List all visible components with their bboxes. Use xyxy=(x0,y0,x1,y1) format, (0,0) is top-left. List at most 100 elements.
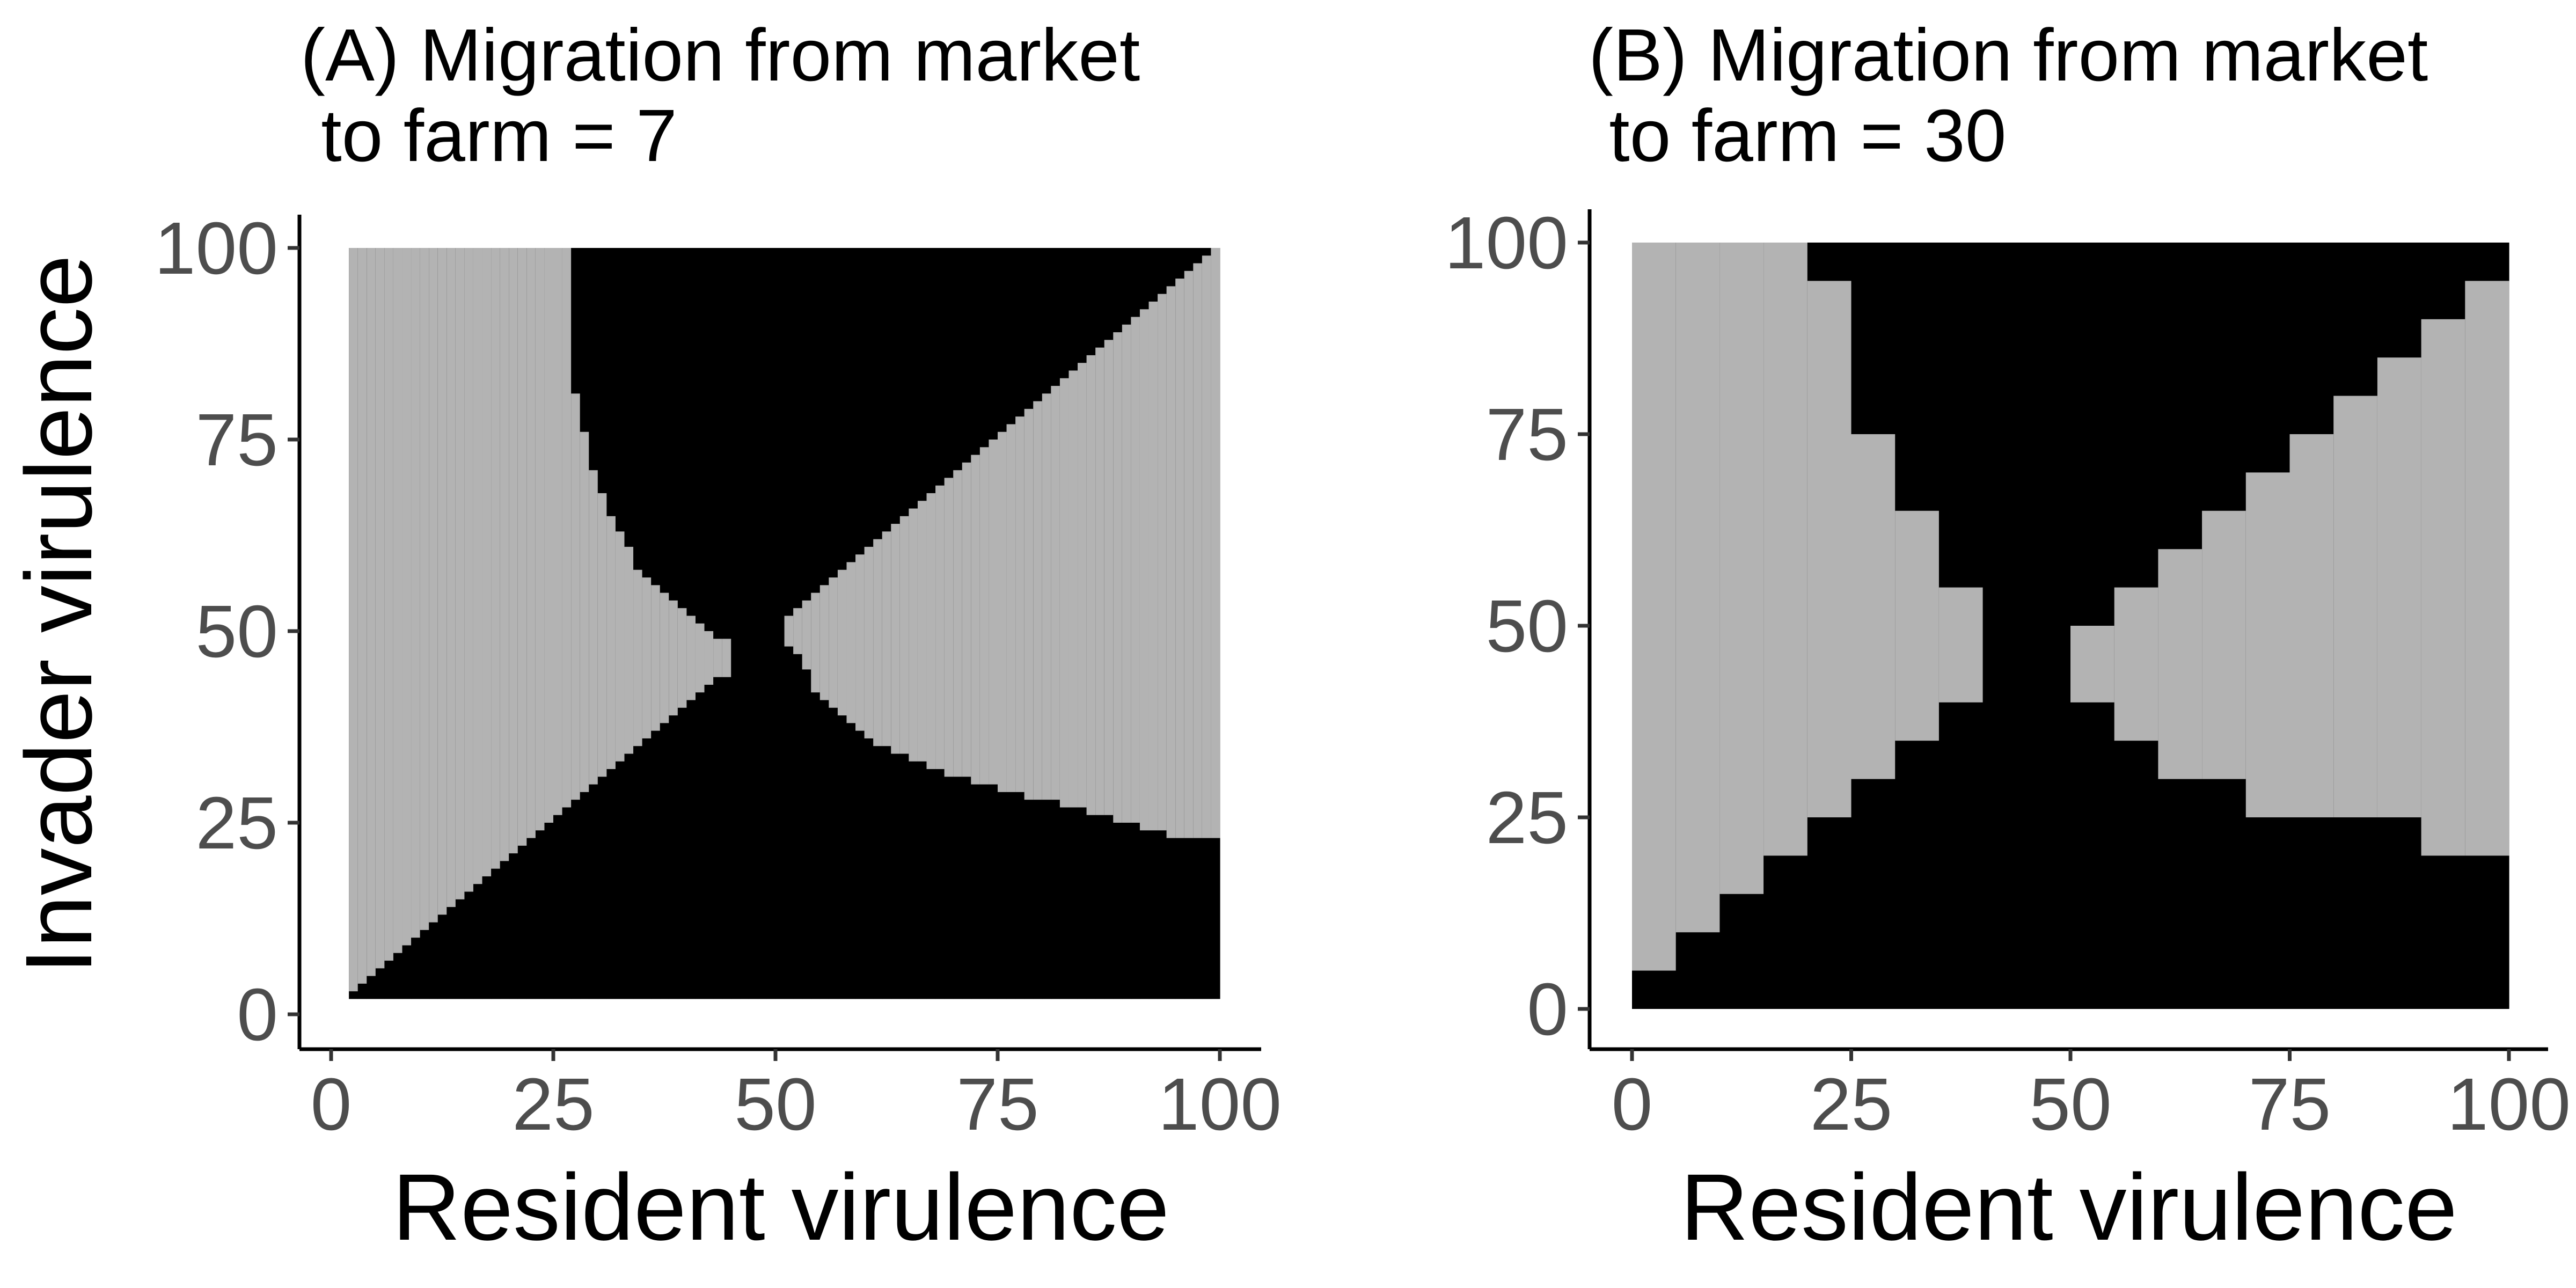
x-tick-label: 0 xyxy=(311,1063,352,1146)
heatmap-cell-grey xyxy=(2465,281,2509,856)
heatmap-cell-grey xyxy=(998,431,1007,792)
y-tick-label: 50 xyxy=(1486,585,1569,668)
x-tick-label: 25 xyxy=(1810,1063,1893,1146)
heatmap-cell-grey xyxy=(447,248,456,908)
heatmap-cell-grey xyxy=(597,493,607,777)
heatmap-cell-grey xyxy=(2070,626,2115,702)
heatmap-cell-grey xyxy=(669,600,678,716)
heatmap-cell-grey xyxy=(1113,332,1123,823)
heatmap-cell-grey xyxy=(882,531,891,747)
heatmap-cell-grey xyxy=(509,248,518,854)
heatmap-cell-grey xyxy=(589,470,598,785)
heatmap-cell-grey xyxy=(1851,434,1896,779)
panel-a-x-axis-title: Resident virulence xyxy=(392,1155,1169,1260)
panel-a-heatmap xyxy=(349,248,1220,999)
panel-a-title-line1: (A) Migration from market xyxy=(301,14,1140,97)
heatmap-cell-grey xyxy=(1193,263,1203,838)
heatmap-cell-grey xyxy=(624,546,634,754)
heatmap-cell-grey xyxy=(891,524,901,754)
heatmap-cell-grey xyxy=(375,248,385,969)
heatmap-cell-grey xyxy=(464,248,474,892)
y-tick-label: 0 xyxy=(1527,968,1568,1051)
heatmap-cell-grey xyxy=(642,577,652,738)
heatmap-cell-grey xyxy=(971,455,980,785)
x-tick-label: 75 xyxy=(956,1063,1039,1146)
panel-a: (A) Migration from market to farm = 7 0 2… xyxy=(6,14,1282,1260)
heatmap-cell-grey xyxy=(1632,243,1677,971)
heatmap-cell-grey xyxy=(411,248,421,938)
heatmap-cell-grey xyxy=(1086,355,1096,815)
heatmap-cell-grey xyxy=(979,447,990,785)
heatmap-cell-grey xyxy=(1158,294,1167,831)
heatmap-cell-grey xyxy=(1202,255,1212,838)
heatmap-cell-grey xyxy=(491,248,501,869)
heatmap-cell-grey xyxy=(1078,363,1087,808)
heatmap-cell-grey xyxy=(1675,243,1720,933)
heatmap-cell-grey xyxy=(909,508,918,762)
heatmap-cell-grey xyxy=(357,248,367,984)
heatmap-cell-grey xyxy=(1006,424,1016,792)
y-tick-label: 0 xyxy=(237,974,278,1056)
heatmap-cell-grey xyxy=(962,462,971,777)
heatmap-cell-grey xyxy=(784,616,794,647)
heatmap-cell-black xyxy=(1982,243,2071,1009)
heatmap-cell-grey xyxy=(1051,386,1060,800)
x-tick-label: 75 xyxy=(2249,1063,2331,1146)
x-tick-label: 100 xyxy=(1158,1063,1282,1146)
heatmap-cell-grey xyxy=(722,639,731,677)
heatmap-cell-grey xyxy=(1104,340,1114,815)
heatmap-cell-grey xyxy=(1895,510,1940,741)
heatmap-cell-grey xyxy=(606,516,616,770)
x-tick-label: 50 xyxy=(734,1063,817,1146)
heatmap-cell-grey xyxy=(1042,393,1051,800)
heatmap-cell-black xyxy=(766,248,776,999)
y-tick-label: 25 xyxy=(196,782,279,865)
heatmap-cell-grey xyxy=(1059,378,1070,808)
heatmap-cell-grey xyxy=(846,562,856,723)
heatmap-cell-black xyxy=(713,248,723,999)
heatmap-cell-grey xyxy=(1763,243,1808,856)
heatmap-cell-grey xyxy=(695,623,705,693)
heatmap-cell-grey xyxy=(367,248,376,976)
heatmap-cell-grey xyxy=(1148,301,1158,831)
heatmap-cell-grey xyxy=(1131,317,1140,823)
heatmap-cell-grey xyxy=(811,592,821,693)
heatmap-cell-grey xyxy=(1069,370,1078,808)
heatmap-cell-grey xyxy=(580,431,589,792)
y-tick-label: 100 xyxy=(1445,202,1568,284)
heatmap-cell-grey xyxy=(2289,434,2334,817)
heatmap-cell-grey xyxy=(420,248,429,930)
heatmap-cell-grey xyxy=(633,569,643,747)
heatmap-cell-grey xyxy=(793,608,803,654)
heatmap-cell-black xyxy=(749,248,758,999)
y-tick-label: 100 xyxy=(155,207,278,290)
panel-b: (B) Migration from market to farm = 30 0… xyxy=(1445,14,2571,1260)
heatmap-cell-grey xyxy=(686,616,696,700)
panel-b-x-axis-title: Resident virulence xyxy=(1680,1155,2457,1260)
heatmap-cell-grey xyxy=(2245,472,2290,817)
heatmap-cell-grey xyxy=(1175,279,1185,838)
y-tick-label: 75 xyxy=(196,399,279,481)
heatmap-cell-grey xyxy=(704,631,714,685)
heatmap-cell-grey xyxy=(989,440,998,785)
heatmap-cell-grey xyxy=(1211,248,1220,838)
panel-a-ticks: 0 25 50 75 100 0 25 50 75 100 xyxy=(155,207,1282,1146)
heatmap-cell-black xyxy=(722,248,731,999)
heatmap-cell-grey xyxy=(864,546,874,738)
heatmap-cell-grey xyxy=(1166,286,1176,838)
heatmap-cell-grey xyxy=(1015,416,1025,792)
heatmap-cell-grey xyxy=(2202,510,2246,779)
heatmap-cell-grey xyxy=(535,248,545,831)
heatmap-cell-grey xyxy=(455,248,465,899)
heatmap-cell-grey xyxy=(899,516,909,754)
heatmap-cell-grey xyxy=(402,248,412,946)
heatmap-cell-black xyxy=(731,248,741,999)
heatmap-cell-grey xyxy=(926,493,936,770)
heatmap-cell-grey xyxy=(1139,309,1150,831)
x-tick-label: 0 xyxy=(1612,1063,1653,1146)
heatmap-cell-grey xyxy=(437,248,447,915)
heatmap-cell-grey xyxy=(2114,587,2158,741)
heatmap-cell-grey xyxy=(855,554,865,731)
heatmap-cell-grey xyxy=(384,248,394,961)
heatmap-cell-grey xyxy=(526,248,536,838)
